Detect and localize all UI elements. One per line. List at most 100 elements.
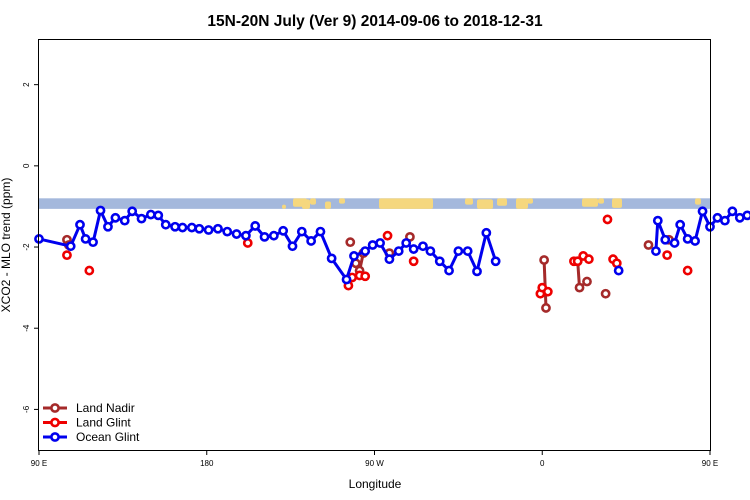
data-point <box>231 229 242 239</box>
data-point <box>84 265 95 276</box>
data-point <box>434 256 445 267</box>
y-axis-label: XCO2 - MLO trend (ppm) <box>0 178 13 313</box>
x-tick-label: 90 E <box>31 459 47 468</box>
data-point <box>110 212 121 223</box>
data-point <box>326 253 337 264</box>
y-tick-label: -4 <box>22 324 31 332</box>
data-point <box>136 213 147 224</box>
data-point <box>95 205 106 216</box>
data-point <box>401 238 412 248</box>
series-land-glint <box>62 214 693 299</box>
data-point <box>613 265 624 276</box>
legend-swatch-marker <box>50 417 60 428</box>
legend-item-land-nadir: Land Nadir <box>43 401 135 415</box>
x-tick-label: 0 <box>540 459 545 468</box>
data-point <box>88 237 98 248</box>
data-point <box>408 244 419 254</box>
map-land <box>582 198 598 207</box>
legend-swatch-marker <box>50 403 60 413</box>
data-point <box>472 266 482 277</box>
data-point <box>669 238 680 248</box>
map-land <box>282 204 286 209</box>
data-point <box>742 210 750 221</box>
data-point <box>306 236 317 246</box>
map-land <box>598 198 604 204</box>
data-point <box>345 237 356 248</box>
legend-item-ocean-glint: Ocean Glint <box>43 430 140 444</box>
x-tick-label: 90 E <box>702 459 718 468</box>
data-point <box>727 206 738 217</box>
data-point <box>177 222 188 233</box>
x-tick-label: 180 <box>200 459 214 468</box>
data-point <box>425 246 436 256</box>
data-point <box>349 251 359 261</box>
y-tick-label: 2 <box>22 82 31 87</box>
data-point <box>542 286 553 297</box>
legend-item-land-glint: Land Glint <box>43 416 131 430</box>
data-point <box>75 219 85 230</box>
data-point <box>734 212 745 223</box>
map-band <box>39 198 710 209</box>
data-point <box>712 212 723 223</box>
data-point <box>643 240 654 250</box>
data-point <box>481 227 492 238</box>
map-land <box>379 198 433 209</box>
legend-label: Land Nadir <box>76 401 135 415</box>
data-point <box>153 210 164 221</box>
data-point <box>341 274 352 285</box>
data-point <box>103 221 113 232</box>
data-point <box>240 230 251 241</box>
legend-label: Ocean Glint <box>76 430 140 444</box>
data-point <box>662 250 673 261</box>
map-land <box>497 198 507 206</box>
data-point <box>62 250 72 261</box>
data-point <box>720 215 730 226</box>
x-tick-label: 90 W <box>365 459 384 468</box>
data-point <box>127 206 138 217</box>
data-point <box>203 225 214 235</box>
data-point <box>660 234 671 245</box>
data-point <box>583 254 594 265</box>
data-point <box>170 221 180 232</box>
data-point <box>572 256 583 267</box>
x-axis-label: Longitude <box>349 477 402 491</box>
data-point <box>194 223 205 234</box>
data-point <box>287 241 298 252</box>
y-axis-ticks: 2 0 -2 -4 -6 <box>22 82 39 413</box>
data-point <box>682 234 693 244</box>
data-point <box>384 254 395 265</box>
legend-swatch-marker <box>50 432 60 442</box>
data-point <box>222 226 233 237</box>
data-series <box>34 205 750 313</box>
data-point <box>602 214 613 225</box>
data-point <box>119 215 130 226</box>
data-point <box>600 288 611 299</box>
data-point <box>651 246 661 256</box>
data-point <box>393 246 404 256</box>
legend-label: Land Glint <box>76 416 131 430</box>
data-point <box>259 231 270 242</box>
data-point <box>453 246 464 256</box>
data-point <box>315 226 326 237</box>
map-land <box>339 198 345 204</box>
map-land <box>325 201 331 209</box>
data-point <box>408 256 419 267</box>
data-point <box>375 238 385 248</box>
y-tick-label: 0 <box>22 163 31 168</box>
data-point <box>652 215 663 226</box>
data-point <box>278 225 289 236</box>
map-land <box>516 198 528 209</box>
data-point <box>367 240 378 250</box>
data-point <box>541 303 551 313</box>
series-ocean-glint <box>34 205 750 285</box>
y-tick-label: -2 <box>22 243 31 251</box>
map-land <box>477 199 493 209</box>
x-axis-ticks: 90 E 180 90 W 0 90 E <box>31 450 718 468</box>
data-point <box>690 236 700 246</box>
data-point <box>250 221 261 231</box>
data-point <box>539 255 550 265</box>
data-point <box>296 226 307 237</box>
map-land <box>465 198 473 205</box>
